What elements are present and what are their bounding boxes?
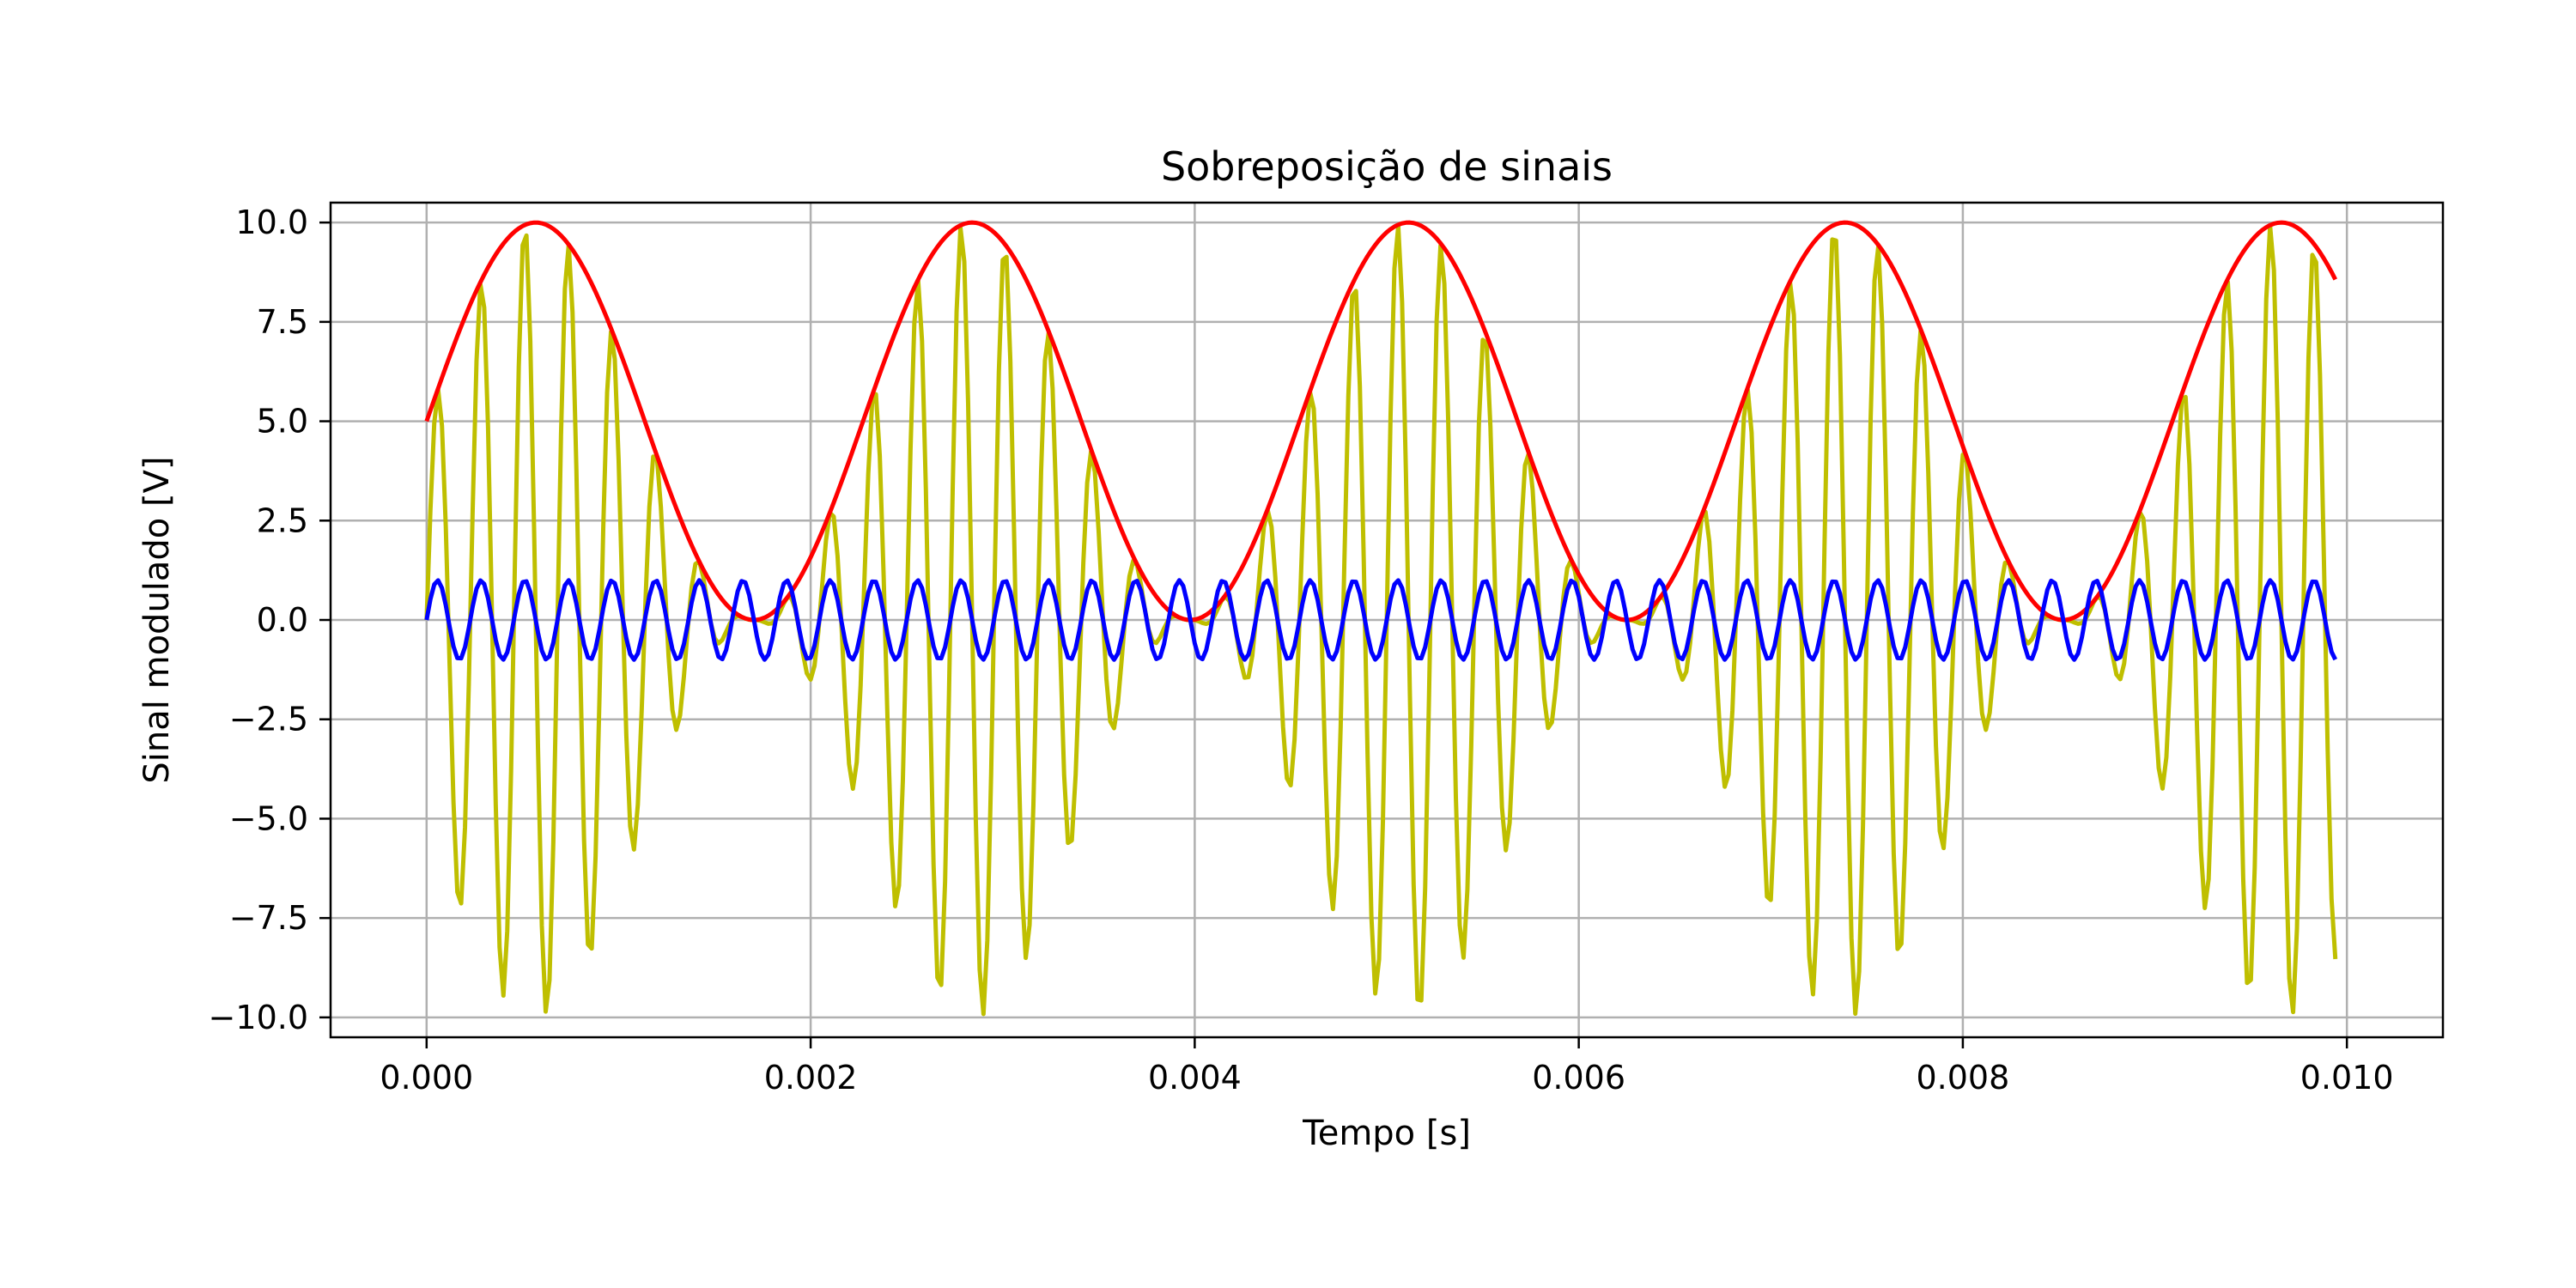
y-tick-label: −2.5 [229,701,308,738]
x-tick-label: 0.004 [1148,1059,1242,1097]
x-axis: 0.000 0.002 0.004 0.006 0.008 0.010 [380,1037,2393,1097]
y-tick-label: 0.0 [257,601,308,639]
y-tick-label: 7.5 [257,303,308,341]
chart-title: Sobreposição de sinais [1161,143,1613,190]
series-layer [427,222,2336,1014]
y-tick-label: 5.0 [257,403,308,440]
y-tick-label: −7.5 [229,899,308,937]
x-tick-label: 0.006 [1532,1059,1625,1097]
x-tick-label: 0.010 [2300,1059,2394,1097]
y-tick-label: −10.0 [209,999,308,1036]
y-tick-label: −5.0 [229,799,308,837]
x-tick-label: 0.002 [764,1059,858,1097]
x-axis-title: Tempo [s] [1302,1114,1471,1153]
y-axis: −10.0 −7.5 −5.0 −2.5 0.0 2.5 5.0 7.5 10.0 [209,204,331,1036]
y-tick-label: 2.5 [257,501,308,539]
x-tick-label: 0.000 [380,1059,473,1097]
x-tick-label: 0.008 [1917,1059,2010,1097]
y-axis-title: Sinal modulado [V] [137,456,177,783]
y-tick-label: 10.0 [235,204,308,241]
